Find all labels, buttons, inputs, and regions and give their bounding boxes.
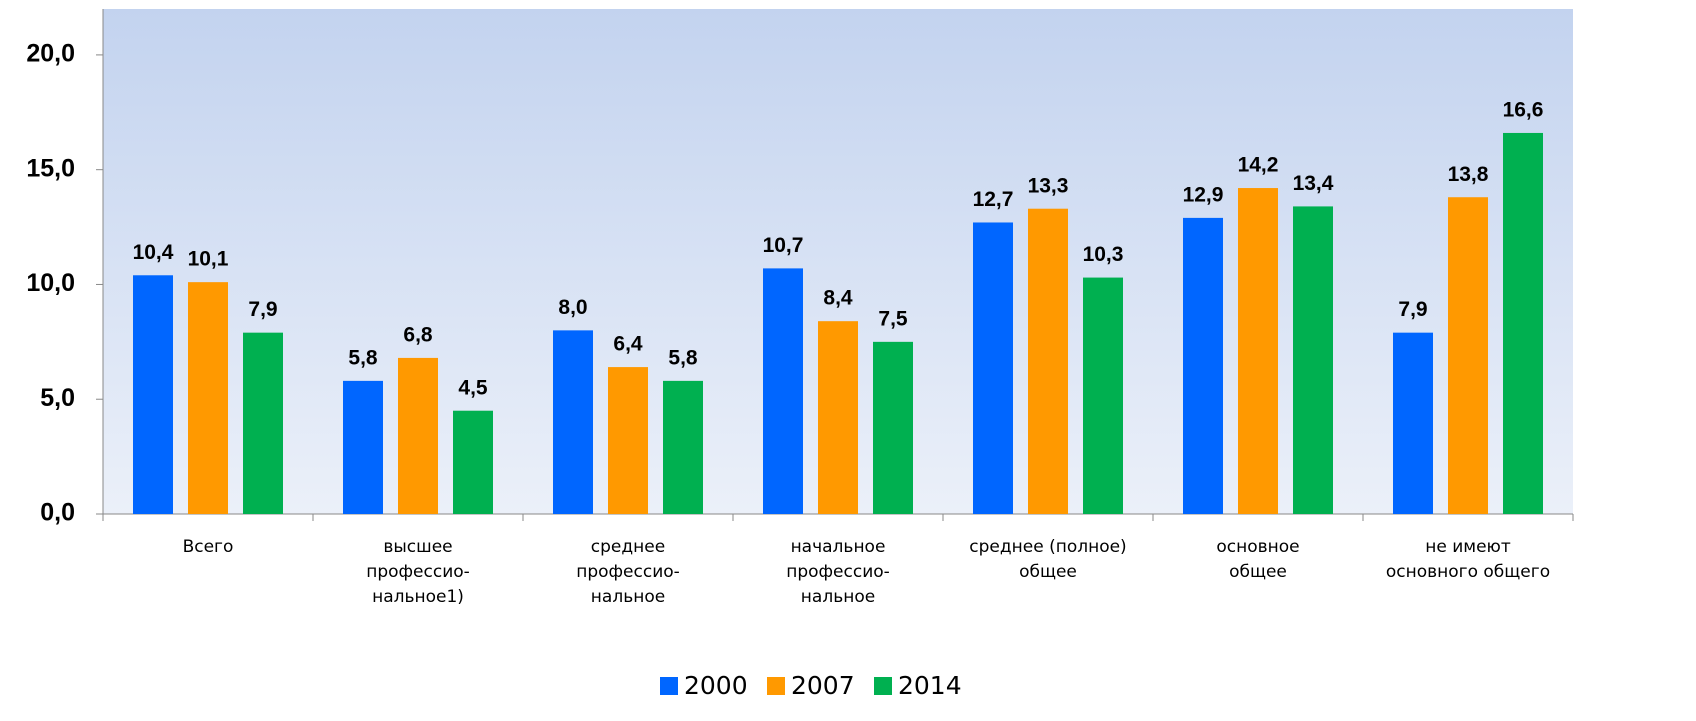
value-label: 8,0: [558, 296, 587, 319]
value-label: 14,2: [1238, 154, 1279, 177]
legend-swatch: [660, 677, 678, 695]
bar: [453, 410, 493, 514]
value-label: 13,4: [1293, 172, 1334, 195]
x-tick-label: среднее (полное) общее: [969, 537, 1127, 582]
bar: [1183, 217, 1223, 515]
bar: [1393, 332, 1433, 514]
bar: [1238, 188, 1278, 514]
value-label: 13,8: [1448, 163, 1489, 186]
bar: [188, 282, 228, 514]
value-label: 7,5: [878, 307, 908, 330]
value-label: 5,8: [668, 346, 698, 369]
bar: [553, 330, 593, 514]
y-tick-label: 0,0: [40, 499, 75, 527]
value-label: 10,7: [763, 234, 804, 257]
x-tick-label: высшее профессио- нальное1): [366, 537, 470, 607]
bar: [398, 357, 438, 514]
value-label: 13,3: [1028, 174, 1069, 197]
bar: [1028, 208, 1068, 515]
legend-label: 2014: [898, 671, 962, 700]
legend-swatch: [874, 677, 892, 695]
value-label: 6,8: [403, 323, 433, 346]
value-label: 16,6: [1503, 99, 1544, 122]
y-tick-label: 15,0: [26, 154, 75, 182]
value-label: 10,1: [188, 248, 229, 271]
bar: [973, 222, 1013, 514]
bar: [763, 268, 803, 514]
bar: [243, 332, 283, 514]
value-label: 4,5: [458, 376, 488, 399]
bar: [818, 321, 858, 514]
x-tick-label: среднее профессио- нальное: [576, 537, 680, 607]
legend-label: 2000: [684, 671, 748, 700]
bar: [1503, 132, 1543, 515]
value-label: 6,4: [613, 333, 643, 356]
x-tick-label: начальное профессио- нальное: [786, 537, 890, 607]
x-tick-label: основное общее: [1216, 537, 1300, 582]
bar: [343, 380, 383, 514]
legend-label: 2007: [791, 671, 855, 700]
value-label: 10,3: [1083, 243, 1124, 266]
bar: [608, 367, 648, 514]
bar: [1293, 206, 1333, 514]
value-label: 7,9: [1398, 298, 1427, 321]
bar: [133, 275, 173, 514]
y-tick-label: 10,0: [26, 269, 75, 297]
x-tick-label: не имеют основного общего: [1385, 537, 1551, 582]
y-tick-label: 5,0: [40, 384, 75, 412]
value-label: 12,9: [1183, 183, 1224, 206]
value-label: 7,9: [248, 298, 277, 321]
legend-swatch: [767, 677, 785, 695]
bar: [663, 380, 703, 514]
bar: [873, 341, 913, 514]
value-label: 8,4: [823, 287, 853, 310]
bar: [1448, 197, 1488, 514]
value-label: 10,4: [133, 241, 174, 264]
bar: [1083, 277, 1123, 514]
value-label: 12,7: [973, 188, 1014, 211]
x-tick-label: Всего: [182, 537, 234, 557]
value-label: 5,8: [348, 346, 378, 369]
y-tick-label: 20,0: [26, 40, 75, 68]
